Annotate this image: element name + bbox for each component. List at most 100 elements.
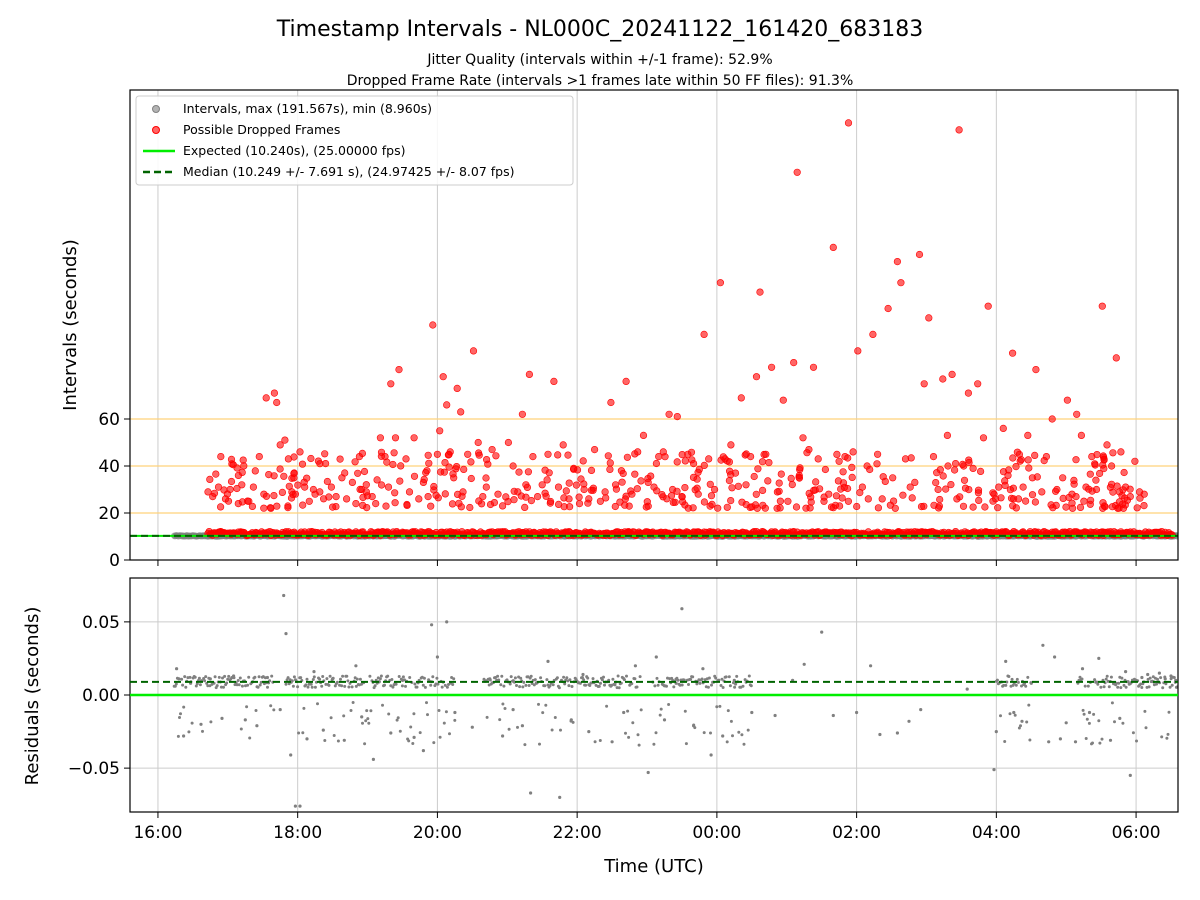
- dropped-frame-point: [396, 477, 404, 485]
- dropped-frame-point: [633, 485, 641, 493]
- dropped-frame-point: [673, 413, 681, 421]
- residual-point: [568, 678, 572, 682]
- residual-point: [327, 683, 331, 687]
- dropped-frame-point: [681, 484, 689, 492]
- residual-point: [302, 706, 306, 710]
- dropped-frame-point: [975, 496, 983, 505]
- dropped-frame-point: [358, 449, 367, 458]
- residual-point: [1080, 667, 1085, 671]
- residual-point: [707, 676, 711, 680]
- residual-point: [750, 710, 754, 715]
- dropped-frame-point: [728, 484, 736, 492]
- residual-point: [869, 664, 873, 668]
- residual-point: [721, 734, 725, 738]
- residual-point: [637, 743, 641, 747]
- residual-point: [1165, 736, 1169, 740]
- dropped-frame-point: [839, 468, 847, 476]
- residual-point: [312, 675, 316, 679]
- residual-point: [654, 731, 658, 735]
- residual-point: [1098, 741, 1102, 745]
- dropped-frame-point: [1012, 463, 1020, 471]
- residual-point: [312, 670, 316, 674]
- residual-point: [354, 684, 358, 688]
- residual-point: [1110, 701, 1114, 705]
- residual-point: [265, 675, 269, 680]
- intervals-panel: 0 20 40 60 Intervals (seconds) Intervals, m…: [60, 89, 1179, 571]
- dropped-frame-point: [1070, 476, 1078, 485]
- residual-point: [444, 710, 448, 714]
- dropped-frame-point: [678, 451, 686, 459]
- dropped-frame-point: [869, 330, 877, 339]
- residual-point: [1147, 685, 1151, 689]
- dropped-frame-point: [227, 477, 236, 486]
- residual-point: [1109, 675, 1113, 679]
- residual-point: [656, 683, 660, 687]
- residual-point: [895, 731, 900, 735]
- legend-expected-label: Expected (10.240s), (25.00000 fps): [183, 143, 405, 158]
- dropped-frame-point: [873, 460, 881, 468]
- residual-point: [1140, 675, 1144, 680]
- residual-point: [616, 674, 620, 678]
- residual-point: [994, 730, 998, 734]
- residual-point: [683, 709, 687, 713]
- dropped-frame-point: [351, 458, 359, 466]
- dropped-frame-point: [303, 474, 311, 482]
- dropped-frame-point: [517, 492, 525, 500]
- dropped-frame-point: [844, 497, 853, 505]
- dropped-frame-point: [515, 468, 523, 476]
- residual-point: [1163, 677, 1167, 681]
- dropped-frame-point: [217, 453, 225, 461]
- residual-point: [613, 683, 617, 687]
- residual-point: [731, 734, 734, 738]
- residual-point: [633, 677, 637, 681]
- residual-point: [238, 676, 242, 680]
- residual-point: [290, 679, 294, 683]
- dropped-frame-point: [1019, 483, 1027, 491]
- residual-point: [571, 720, 575, 724]
- dropped-frame-point: [363, 492, 372, 500]
- residual-point: [329, 716, 333, 720]
- dropped-frame-point: [475, 449, 483, 457]
- dropped-frame-point: [321, 450, 329, 458]
- dropped-frame-point: [601, 488, 609, 496]
- dropped-frame-point: [866, 465, 874, 474]
- dropped-frame-point: [483, 456, 491, 464]
- dropped-frame-point: [604, 452, 612, 460]
- residual-point: [256, 685, 260, 689]
- residual-point: [559, 728, 562, 732]
- residual-point: [184, 685, 188, 689]
- residual-point: [562, 675, 566, 679]
- dropped-frame-point: [716, 279, 725, 287]
- residual-point: [255, 724, 259, 728]
- dropped-frame-point: [373, 476, 381, 484]
- residual-point: [340, 684, 344, 688]
- dropped-frame-point: [469, 347, 478, 355]
- dropped-frame-point: [391, 489, 399, 497]
- dropped-frame-point: [853, 502, 861, 511]
- dropped-frame-point: [494, 490, 502, 498]
- dropped-frame-point: [296, 448, 304, 456]
- dropped-frame-point: [377, 452, 386, 460]
- residual-point: [178, 716, 181, 719]
- dropped-frame-point: [1051, 487, 1060, 495]
- residual-point: [320, 684, 324, 688]
- residual-point: [728, 684, 732, 688]
- dropped-frame-point: [758, 458, 767, 466]
- dropped-frame-point: [441, 490, 449, 498]
- dropped-frame-point: [854, 347, 862, 355]
- dropped-frame-point: [627, 487, 635, 495]
- dropped-frame-point: [529, 453, 537, 461]
- residual-point: [404, 684, 407, 688]
- dropped-frame-point: [298, 460, 307, 468]
- residual-point: [1126, 680, 1130, 684]
- dropped-frame-point: [217, 503, 225, 511]
- residual-point: [662, 718, 667, 722]
- residual-point: [522, 680, 526, 684]
- residual-point: [291, 684, 295, 688]
- residual-point: [709, 753, 713, 757]
- residual-point: [182, 734, 186, 738]
- chart-subtitle-dropped: Dropped Frame Rate (intervals >1 frames …: [347, 73, 854, 89]
- residual-point: [1159, 676, 1163, 680]
- residual-point: [298, 804, 302, 808]
- x-tick-label: 00:00: [692, 823, 741, 843]
